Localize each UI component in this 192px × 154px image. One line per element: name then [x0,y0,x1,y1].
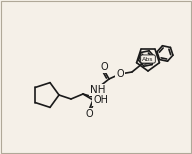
Text: O: O [100,62,108,72]
Text: NH: NH [90,85,106,95]
Text: Abs: Abs [142,57,154,61]
Text: OH: OH [94,95,108,105]
Text: O: O [116,69,124,79]
Text: O: O [85,109,93,119]
